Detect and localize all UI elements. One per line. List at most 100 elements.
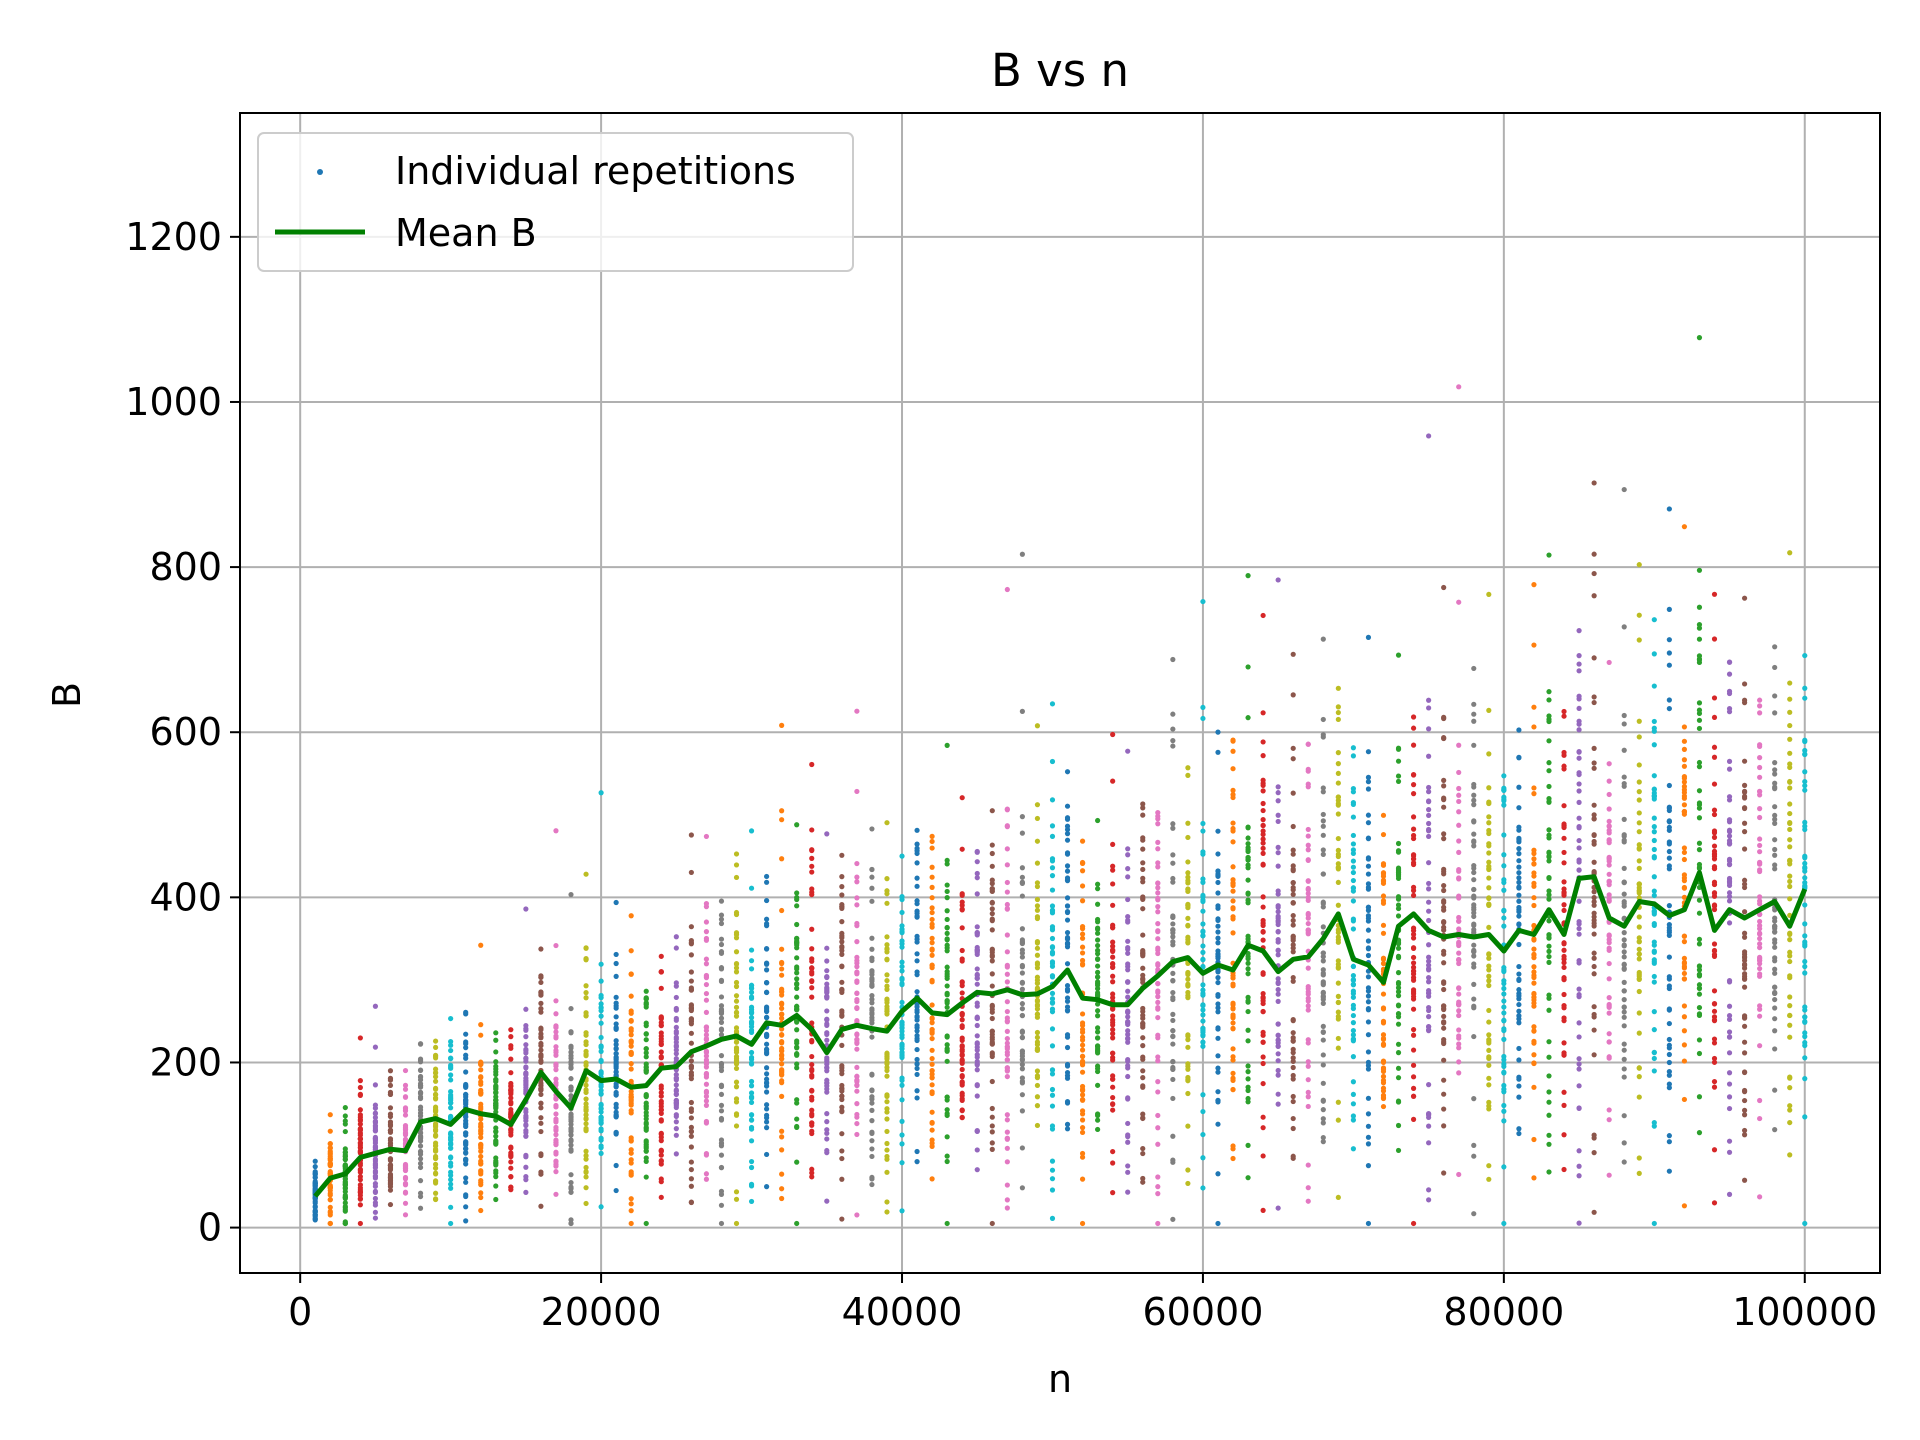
repetition-point	[1305, 842, 1311, 848]
repetition-point	[899, 1041, 905, 1047]
repetition-point	[1441, 882, 1447, 889]
repetition-point	[357, 1149, 363, 1155]
repetition-point	[538, 1006, 544, 1012]
repetition-point	[959, 1115, 965, 1121]
repetition-point	[1260, 1114, 1266, 1120]
repetition-point	[1441, 1025, 1447, 1031]
repetition-point	[1350, 753, 1356, 759]
repetition-point	[1395, 1147, 1402, 1154]
repetition-point	[944, 968, 950, 975]
repetition-point	[568, 1138, 574, 1144]
repetition-point	[1170, 1059, 1176, 1065]
repetition-point	[1772, 1028, 1778, 1034]
repetition-point	[764, 989, 770, 995]
repetition-point	[1591, 920, 1597, 926]
repetition-point	[1726, 671, 1733, 677]
repetition-point	[1516, 870, 1522, 876]
repetition-point	[1636, 946, 1642, 952]
repetition-point	[1410, 742, 1417, 748]
repetition-point	[478, 1194, 484, 1201]
repetition-point	[673, 1099, 679, 1106]
repetition-point	[733, 862, 740, 868]
repetition-point	[1380, 1032, 1387, 1038]
repetition-point	[944, 1112, 950, 1119]
repetition-point	[1140, 1115, 1146, 1121]
repetition-point	[1531, 946, 1537, 952]
repetition-point	[387, 1123, 394, 1129]
repetition-point	[613, 1050, 619, 1057]
repetition-point	[1651, 617, 1657, 623]
repetition-point	[1531, 856, 1537, 862]
repetition-point	[1757, 806, 1763, 812]
repetition-point	[598, 790, 604, 796]
repetition-point	[583, 1048, 589, 1054]
repetition-point	[1666, 819, 1672, 825]
repetition-point	[884, 1209, 890, 1215]
repetition-point	[673, 1047, 679, 1053]
repetition-point	[1772, 937, 1778, 943]
repetition-point	[779, 1147, 785, 1153]
repetition-point	[1049, 873, 1056, 879]
repetition-point	[1125, 938, 1131, 944]
repetition-point	[1456, 384, 1462, 390]
repetition-point	[703, 901, 710, 907]
repetition-point	[1621, 1074, 1627, 1080]
repetition-point	[1531, 785, 1537, 791]
repetition-point	[387, 1181, 394, 1187]
repetition-point	[1125, 1058, 1131, 1064]
repetition-point	[1787, 696, 1793, 702]
repetition-point	[1365, 999, 1372, 1005]
repetition-point	[1516, 837, 1522, 843]
repetition-point	[688, 1115, 694, 1121]
repetition-point	[1546, 1039, 1552, 1045]
repetition-point	[1636, 938, 1642, 945]
repetition-point	[1200, 704, 1206, 711]
repetition-point	[944, 908, 950, 914]
repetition-point	[1426, 908, 1432, 914]
repetition-point	[1155, 947, 1161, 953]
repetition-point	[613, 1055, 619, 1061]
repetition-point	[1666, 1081, 1672, 1087]
repetition-point	[1456, 918, 1462, 924]
repetition-point	[1275, 948, 1281, 954]
repetition-point	[1681, 746, 1688, 752]
repetition-point	[1395, 745, 1402, 751]
repetition-point	[1471, 718, 1477, 724]
repetition-point	[1365, 1220, 1372, 1227]
repetition-point	[583, 945, 589, 951]
repetition-point	[914, 989, 920, 995]
repetition-point	[1681, 763, 1688, 769]
repetition-point	[1410, 1093, 1417, 1099]
repetition-point	[688, 832, 694, 838]
repetition-point	[1305, 1063, 1311, 1069]
repetition-point	[1696, 656, 1703, 662]
repetition-point	[1019, 1048, 1025, 1055]
repetition-point	[1757, 703, 1763, 709]
repetition-point	[658, 1117, 664, 1123]
repetition-point	[748, 1181, 755, 1187]
repetition-point	[1019, 1012, 1025, 1019]
repetition-point	[1275, 998, 1281, 1004]
repetition-point	[1290, 1125, 1296, 1132]
repetition-point	[824, 1127, 830, 1133]
repetition-point	[733, 965, 740, 971]
repetition-point	[538, 1091, 544, 1098]
repetition-point	[1335, 879, 1341, 886]
repetition-point	[1681, 1203, 1688, 1209]
repetition-point	[1486, 895, 1492, 901]
repetition-point	[1245, 835, 1251, 841]
repetition-point	[1711, 636, 1718, 642]
repetition-point	[643, 1065, 649, 1071]
repetition-point	[1170, 977, 1176, 984]
repetition-point	[959, 1108, 965, 1114]
repetition-point	[869, 1034, 875, 1040]
repetition-point	[1636, 890, 1642, 896]
repetition-point	[1110, 867, 1116, 873]
repetition-point	[1395, 955, 1402, 961]
repetition-point	[1486, 1082, 1492, 1088]
repetition-point	[1410, 814, 1417, 820]
repetition-point	[1380, 893, 1387, 899]
repetition-point	[1200, 929, 1206, 935]
repetition-point	[1260, 822, 1266, 829]
repetition-point	[1741, 877, 1748, 883]
